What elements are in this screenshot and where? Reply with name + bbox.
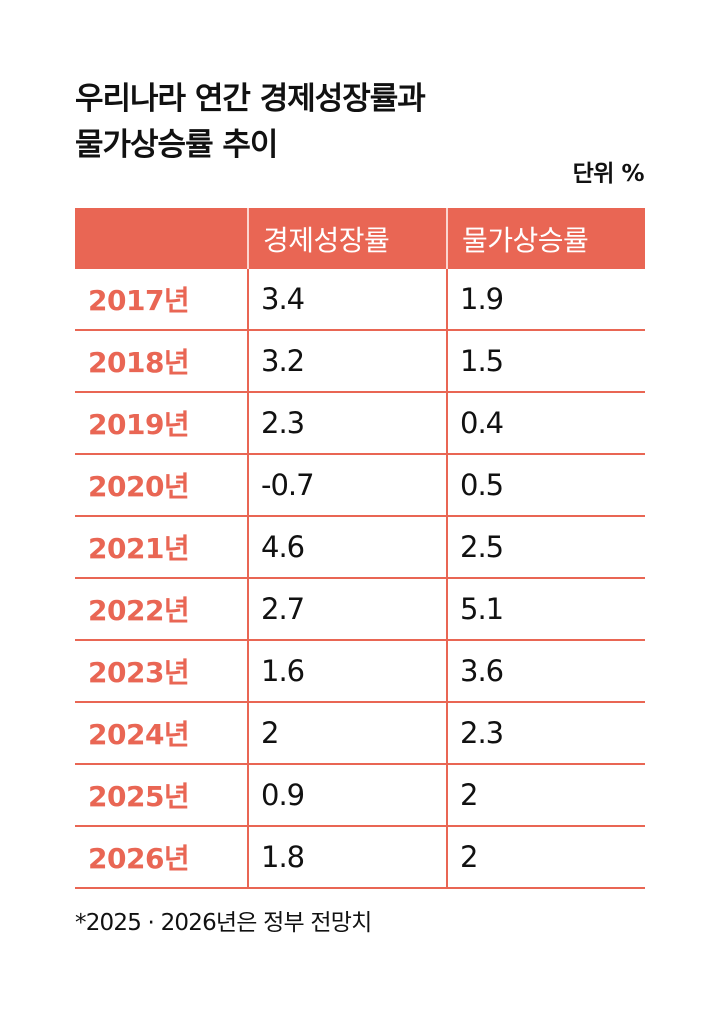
gdp-cell: 1.8	[247, 826, 447, 889]
data-table: 경제성장률 물가상승률 2017년 3.4 1.9 2018년 3.2 1.5 …	[75, 208, 645, 889]
header-gdp-growth: 경제성장률	[247, 208, 447, 269]
cpi-cell: 2.3	[446, 702, 645, 765]
cpi-cell: 0.4	[446, 392, 645, 455]
year-cell: 2023년	[75, 640, 248, 703]
cpi-cell: 1.5	[446, 330, 645, 393]
table-row: 2025년 0.9 2	[75, 764, 645, 827]
table-row: 2020년 -0.7 0.5	[75, 454, 645, 517]
cpi-cell: 0.5	[446, 454, 645, 517]
table-row: 2026년 1.8 2	[75, 826, 645, 889]
cpi-cell: 5.1	[446, 578, 645, 641]
gdp-cell: 2	[247, 702, 447, 765]
gdp-cell: 3.4	[247, 269, 447, 331]
header-row: 경제성장률 물가상승률	[75, 208, 645, 269]
footnote: *2025 · 2026년은 정부 전망치	[75, 910, 372, 936]
table-row: 2018년 3.2 1.5	[75, 330, 645, 393]
table-row: 2023년 1.6 3.6	[75, 640, 645, 703]
cpi-cell: 3.6	[446, 640, 645, 703]
cpi-cell: 1.9	[446, 269, 645, 331]
unit-label: 단위 %	[572, 161, 645, 187]
year-cell: 2020년	[75, 454, 248, 517]
gdp-cell: 4.6	[247, 516, 447, 579]
table-row: 2024년 2 2.3	[75, 702, 645, 765]
gdp-cell: -0.7	[247, 454, 447, 517]
year-cell: 2017년	[75, 269, 248, 331]
year-cell: 2024년	[75, 702, 248, 765]
cpi-cell: 2.5	[446, 516, 645, 579]
year-cell: 2019년	[75, 392, 248, 455]
gdp-cell: 2.3	[247, 392, 447, 455]
gdp-cell: 1.6	[247, 640, 447, 703]
table-row: 2021년 4.6 2.5	[75, 516, 645, 579]
table-row: 2022년 2.7 5.1	[75, 578, 645, 641]
year-cell: 2018년	[75, 330, 248, 393]
year-cell: 2025년	[75, 764, 248, 827]
year-cell: 2026년	[75, 826, 248, 889]
chart-title: 우리나라 연간 경제성장률과 물가상승률 추이	[75, 76, 426, 168]
gdp-cell: 3.2	[247, 330, 447, 393]
cpi-cell: 2	[446, 764, 645, 827]
year-cell: 2022년	[75, 578, 248, 641]
gdp-cell: 2.7	[247, 578, 447, 641]
title-line-2: 물가상승률 추이	[75, 127, 278, 163]
header-inflation: 물가상승률	[446, 208, 645, 269]
title-line-1: 우리나라 연간 경제성장률과	[75, 81, 426, 117]
year-cell: 2021년	[75, 516, 248, 579]
table-row: 2017년 3.4 1.9	[75, 269, 645, 331]
cpi-cell: 2	[446, 826, 645, 889]
table-row: 2019년 2.3 0.4	[75, 392, 645, 455]
gdp-cell: 0.9	[247, 764, 447, 827]
header-year	[75, 208, 248, 269]
